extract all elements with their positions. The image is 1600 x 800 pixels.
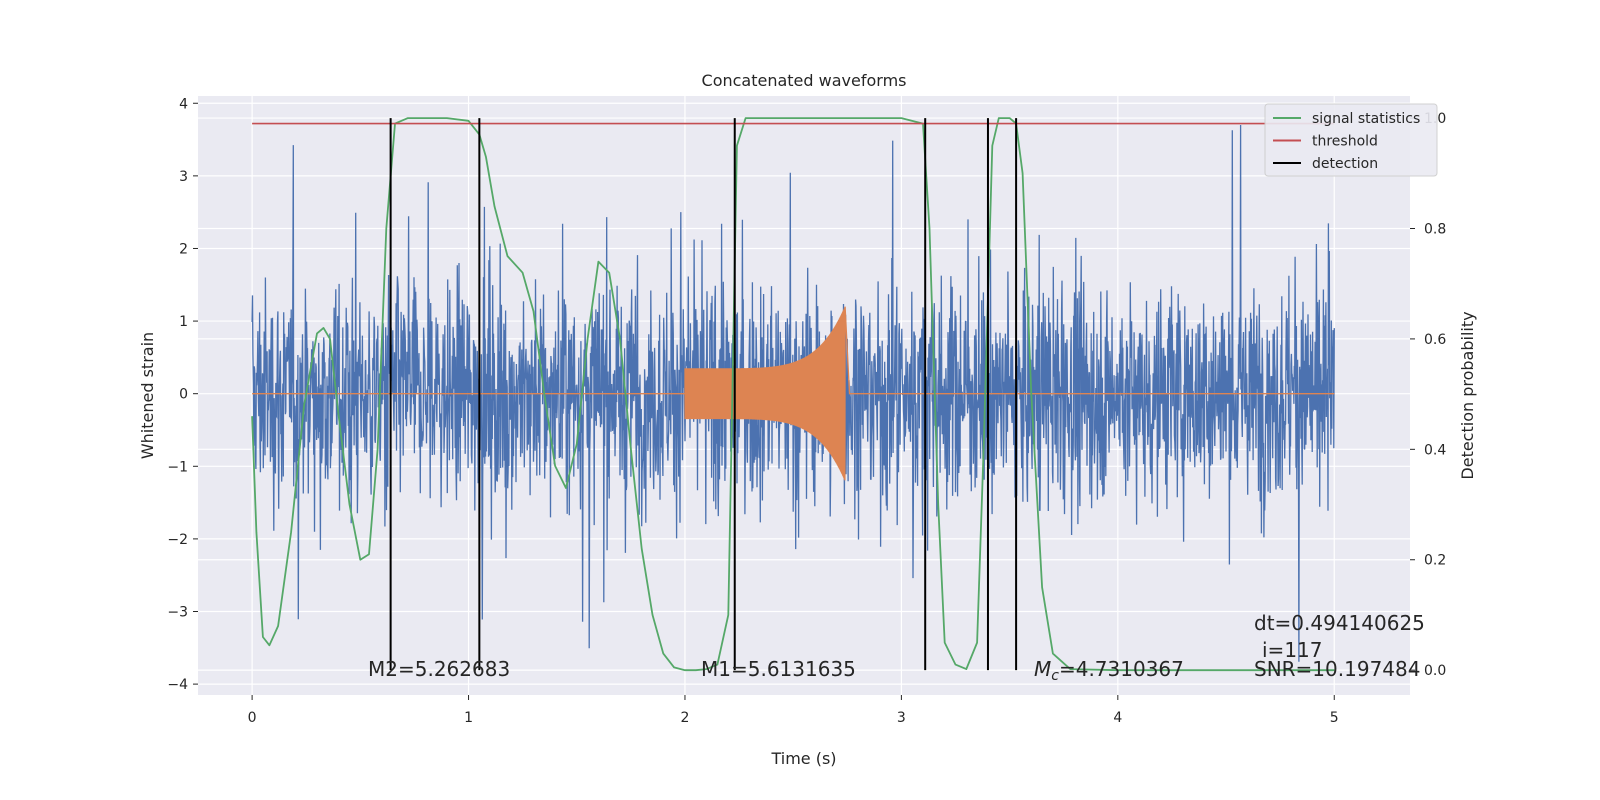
y-right-tick-label: 0.4 bbox=[1424, 442, 1446, 458]
x-tick-label: 1 bbox=[464, 710, 473, 726]
y-tick-label: −3 bbox=[167, 605, 188, 621]
annotation-i: i=117 bbox=[1262, 638, 1323, 662]
annotation-m1: M1=5.6131635 bbox=[701, 657, 856, 681]
legend-signal-statistics-label: signal statistics bbox=[1312, 111, 1420, 127]
detection-layer bbox=[389, 118, 1018, 671]
y-tick-label: −4 bbox=[167, 677, 188, 693]
y-tick-label: 2 bbox=[179, 241, 188, 257]
y-right-tick-label: 0.6 bbox=[1424, 332, 1446, 348]
annotation-mc-symbol: M bbox=[1034, 657, 1051, 681]
y-tick-label: 4 bbox=[179, 96, 188, 112]
chart-title: Concatenated waveforms bbox=[702, 71, 907, 90]
y-right-tick-label: 0.8 bbox=[1424, 221, 1446, 237]
y-right-tick-label: 0.2 bbox=[1424, 553, 1446, 569]
annotation-m2: M2=5.262683 bbox=[368, 657, 510, 681]
x-tick-label: 0 bbox=[248, 710, 257, 726]
waveform-line bbox=[252, 306, 1335, 481]
x-axis-label: Time (s) bbox=[770, 749, 836, 768]
signal-statistics-layer bbox=[251, 117, 1335, 672]
waveform-layer bbox=[252, 306, 1335, 481]
y-axis-label-left: Whitened strain bbox=[138, 332, 157, 459]
strain-noise-layer bbox=[251, 124, 1335, 662]
y-tick-label: 1 bbox=[179, 314, 188, 330]
annotation-snr: SNR=10.197484 bbox=[1254, 657, 1420, 681]
x-tick-label: 3 bbox=[897, 710, 906, 726]
legend: signal statistics threshold detection bbox=[1264, 103, 1438, 177]
y-tick-label: 3 bbox=[179, 169, 188, 185]
y-tick-label: −2 bbox=[167, 532, 188, 548]
y-axis-label-right: Detection probability bbox=[1458, 311, 1477, 479]
y-tick-label: 0 bbox=[179, 387, 188, 403]
strain-noise-line bbox=[251, 124, 1335, 662]
signal-statistics-line bbox=[251, 117, 1335, 672]
y-right-tick-label: 0.0 bbox=[1424, 663, 1446, 679]
x-tick-label: 4 bbox=[1113, 710, 1122, 726]
legend-threshold-label: threshold bbox=[1312, 134, 1378, 150]
x-tick-label: 2 bbox=[681, 710, 690, 726]
legend-box bbox=[1264, 103, 1438, 177]
y-tick-label: −1 bbox=[167, 459, 188, 475]
annotation-dt: dt=0.494140625 bbox=[1254, 611, 1425, 635]
annotation-mc-subscript: c bbox=[1051, 668, 1059, 684]
annotation-mc: Mc=4.7310367 bbox=[1034, 657, 1184, 684]
legend-detection-label: detection bbox=[1312, 156, 1378, 172]
x-tick-label: 5 bbox=[1330, 710, 1339, 726]
annotation-mc-value: =4.7310367 bbox=[1059, 657, 1184, 681]
